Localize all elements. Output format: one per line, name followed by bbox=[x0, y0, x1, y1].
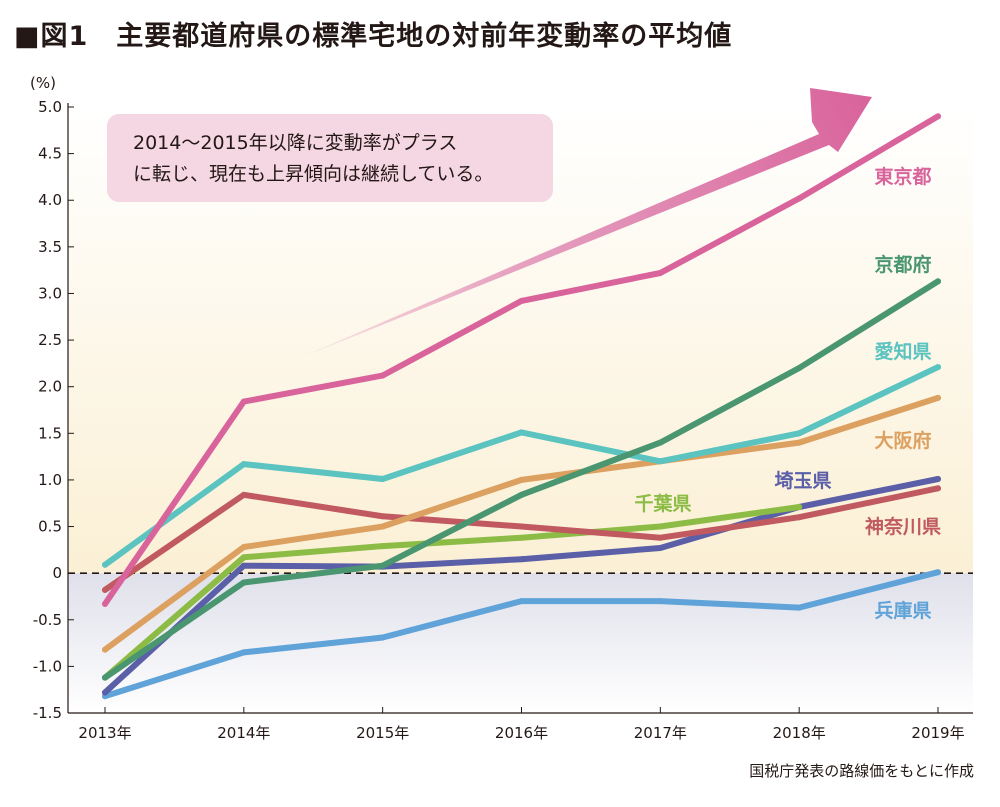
y-tick-label: 0 bbox=[52, 564, 62, 582]
series-point-5-3 bbox=[518, 429, 525, 436]
series-point-5-5 bbox=[796, 430, 803, 437]
x-tick-label: 2017年 bbox=[634, 724, 687, 742]
series-point-5-2 bbox=[379, 475, 386, 482]
series-point-4-1 bbox=[240, 544, 247, 551]
series-line-2 bbox=[102, 504, 803, 681]
series-point-2-1 bbox=[240, 554, 247, 561]
series-point-0-2 bbox=[379, 634, 386, 641]
x-tick-label: 2016年 bbox=[495, 724, 548, 742]
annotation-box: 2014～2015年以降に変動率がプラス に転じ、現在も上昇傾向は継続している。 bbox=[107, 114, 553, 202]
series-point-3-2 bbox=[379, 513, 386, 520]
series-point-0-5 bbox=[796, 604, 803, 611]
series-point-5-6 bbox=[935, 364, 941, 371]
y-tick-label: 1.0 bbox=[38, 471, 62, 489]
series-label-2: 千葉県 bbox=[634, 493, 691, 515]
series-point-7-3 bbox=[518, 297, 525, 304]
y-tick-label: 1.5 bbox=[38, 424, 62, 442]
series-point-1-0 bbox=[102, 689, 108, 696]
series-point-0-1 bbox=[240, 649, 247, 656]
series-point-4-0 bbox=[102, 646, 108, 653]
series-point-4-5 bbox=[796, 439, 803, 446]
series-point-2-3 bbox=[518, 534, 525, 541]
series-point-6-4 bbox=[657, 439, 664, 446]
series-label-1: 埼玉県 bbox=[774, 469, 831, 492]
series-point-6-0 bbox=[102, 674, 108, 681]
series-point-1-3 bbox=[518, 556, 525, 563]
y-tick-label: 5.0 bbox=[38, 98, 62, 116]
series-point-0-3 bbox=[518, 598, 525, 605]
series-point-2-2 bbox=[379, 543, 386, 550]
series-point-1-6 bbox=[935, 475, 941, 482]
chart-title: ■図1 主要都道府県の標準宅地の対前年変動率の平均値 bbox=[14, 21, 733, 52]
y-tick-label: -1.5 bbox=[33, 704, 62, 722]
y-tick-label: 2.0 bbox=[38, 378, 62, 396]
series-point-7-0 bbox=[102, 600, 108, 607]
series-point-5-0 bbox=[102, 561, 108, 568]
x-tick-label: 2013年 bbox=[78, 724, 131, 742]
series-label-0: 兵庫県 bbox=[874, 599, 931, 622]
series-point-5-1 bbox=[240, 461, 247, 468]
series-label-6: 京都府 bbox=[874, 253, 931, 276]
y-tick-label: -1.0 bbox=[33, 657, 62, 675]
series-point-2-4 bbox=[657, 523, 664, 530]
series-point-3-4 bbox=[657, 534, 664, 541]
x-tick-label: 2014年 bbox=[217, 724, 270, 742]
series-point-4-3 bbox=[518, 476, 525, 483]
y-tick-label: 3.0 bbox=[38, 284, 62, 302]
tick-labels: (%) 5.0 4.5 4.0 3.5 3.0 2.5 2.0 1.5 1.0 0.5 0 -0.5 -1… bbox=[30, 74, 965, 742]
series-point-1-4 bbox=[657, 544, 664, 551]
series-point-6-2 bbox=[379, 562, 386, 569]
series-point-4-6 bbox=[935, 394, 941, 401]
series-point-4-2 bbox=[379, 523, 386, 530]
series-point-5-4 bbox=[657, 458, 664, 465]
x-tick-label: 2019年 bbox=[911, 724, 964, 742]
y-tick-label: 4.0 bbox=[38, 191, 62, 209]
x-tick-label: 2015年 bbox=[356, 724, 409, 742]
series-point-6-6 bbox=[935, 278, 941, 285]
series-point-3-5 bbox=[796, 514, 803, 521]
source-note: 国税庁発表の路線価をもとに作成 bbox=[749, 762, 974, 780]
x-tick-label: 2018年 bbox=[773, 724, 826, 742]
y-tick-label: 2.5 bbox=[38, 331, 62, 349]
series-point-3-0 bbox=[102, 586, 108, 593]
y-tick-label: 3.5 bbox=[38, 238, 62, 256]
series-point-7-6 bbox=[935, 113, 941, 120]
series-point-6-3 bbox=[518, 491, 525, 498]
series-lines bbox=[102, 113, 941, 700]
series-point-0-6 bbox=[935, 569, 941, 576]
series-point-6-1 bbox=[240, 579, 247, 586]
series-point-3-1 bbox=[240, 491, 247, 498]
series-point-6-5 bbox=[796, 365, 803, 372]
series-point-3-3 bbox=[518, 523, 525, 530]
series-label-7: 東京都 bbox=[874, 165, 931, 188]
series-point-7-5 bbox=[796, 195, 803, 202]
series-point-1-1 bbox=[240, 562, 247, 569]
series-point-7-1 bbox=[240, 398, 247, 405]
series-point-7-4 bbox=[657, 269, 664, 276]
series-label-5: 愛知県 bbox=[874, 340, 931, 363]
y-tick-label: -0.5 bbox=[33, 611, 62, 629]
y-axis-label: (%) bbox=[30, 74, 56, 92]
annotation-line-2: に転じ、現在も上昇傾向は継続している。 bbox=[133, 163, 494, 185]
series-point-3-6 bbox=[935, 485, 941, 492]
series-point-2-5 bbox=[796, 503, 803, 510]
series-point-7-2 bbox=[379, 372, 386, 379]
annotation-line-1: 2014～2015年以降に変動率がプラス bbox=[133, 132, 458, 154]
series-point-0-4 bbox=[657, 598, 664, 605]
axes bbox=[67, 103, 973, 714]
y-tick-label: 4.5 bbox=[38, 145, 62, 163]
series-label-4: 大阪府 bbox=[874, 429, 931, 452]
trend-arrow bbox=[290, 88, 872, 362]
y-tick-label: 0.5 bbox=[38, 518, 62, 536]
series-label-3: 神奈川県 bbox=[865, 515, 941, 538]
